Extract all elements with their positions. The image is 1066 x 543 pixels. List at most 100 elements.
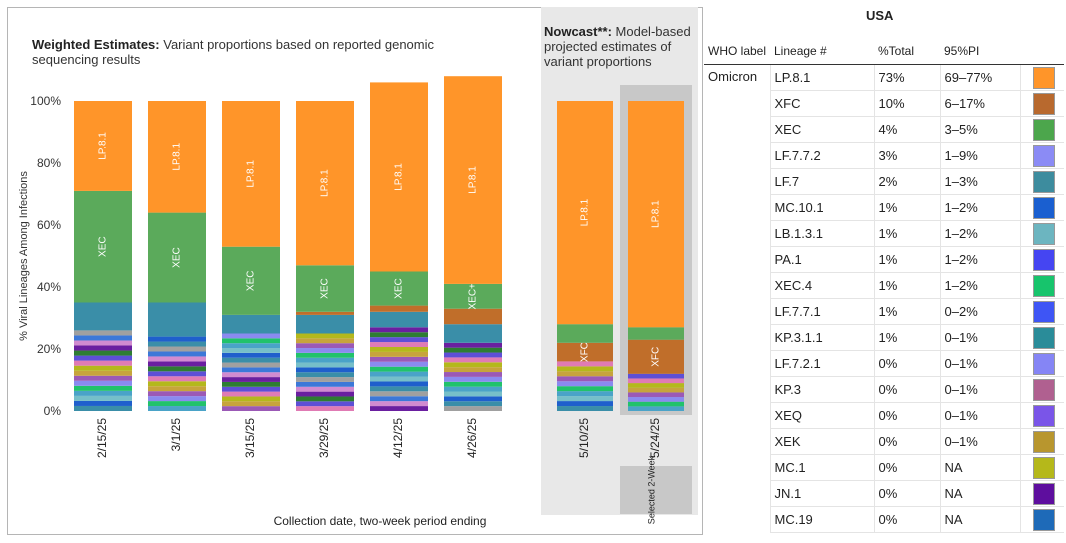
pi-cell: 0–1% (939, 428, 1020, 455)
bar-segment-other (370, 386, 428, 392)
bar-segment-other (148, 396, 206, 402)
bar-segment-other (628, 373, 684, 379)
color-swatch-cell (1019, 350, 1064, 377)
x-tick-label: 4/12/25 (391, 418, 405, 458)
data-label: XEC (246, 271, 257, 292)
bar-segment-other (444, 396, 502, 402)
bar-segment-other (557, 386, 613, 392)
table-row[interactable]: MC.1 0% NA (704, 454, 1064, 481)
bar-segment-other (296, 333, 354, 339)
bar-segment-other (222, 391, 280, 397)
bar-segment-other (148, 346, 206, 352)
bar-segment-other (557, 406, 613, 411)
lineage-cell: LF.7.7.1 (769, 298, 874, 325)
total-cell: 4% (873, 116, 940, 143)
bar-segment-other (370, 406, 428, 411)
bar-segment-xec (557, 324, 613, 343)
color-swatch (1033, 300, 1056, 323)
bar-segment-other (148, 336, 206, 342)
color-swatch-cell (1019, 220, 1064, 247)
bar-segment-other (370, 327, 428, 333)
bar-segment-other (370, 401, 428, 407)
bar-segment-other (370, 381, 428, 387)
bar-segment-other (444, 376, 502, 382)
total-cell: 0% (873, 506, 940, 533)
y-tick-label: 80% (37, 156, 61, 170)
table-row[interactable]: LF.7 2% 1–3% (704, 168, 1064, 195)
bar-segment-lf-7 (74, 302, 132, 331)
color-swatch (1033, 144, 1056, 167)
table-row[interactable]: LB.1.3.1 1% 1–2% (704, 220, 1064, 247)
who-label-cell: Omicron (708, 69, 758, 84)
bar-segment-other (74, 355, 132, 361)
table-row[interactable]: XFC 10% 6–17% (704, 90, 1064, 117)
bar-segment-other (74, 365, 132, 371)
table-row[interactable]: XEK 0% 0–1% (704, 428, 1064, 455)
color-swatch (1033, 352, 1056, 375)
bar-segment-other (557, 366, 613, 372)
selected-period-label-box[interactable] (620, 466, 692, 514)
total-cell: 10% (873, 90, 940, 117)
table-row[interactable]: MC.10.1 1% 1–2% (704, 194, 1064, 221)
bar-segment-other (296, 357, 354, 363)
data-label: LP.8.1 (468, 166, 479, 194)
table-row[interactable]: LF.7.7.1 1% 0–2% (704, 298, 1064, 325)
pi-cell: 69–77% (939, 64, 1020, 91)
bar-segment-xec (370, 271, 428, 306)
lineage-cell: MC.1 (769, 454, 874, 481)
color-swatch (1033, 326, 1056, 349)
total-cell: 0% (873, 454, 940, 481)
bar-segment-other (74, 345, 132, 351)
data-label: LP.8.1 (98, 132, 109, 160)
table-row[interactable]: KP.3 0% 0–1% (704, 376, 1064, 403)
bar-segment-other (296, 391, 354, 397)
color-swatch (1033, 378, 1056, 401)
lineage-cell: LP.8.1 (769, 64, 874, 91)
total-cell: 73% (873, 64, 940, 91)
bar-segment-lf-7 (370, 311, 428, 328)
bar-segment-other (628, 378, 684, 384)
bar-segment-other (370, 391, 428, 397)
color-swatch-cell (1019, 168, 1064, 195)
bar-segment-other (74, 360, 132, 366)
y-tick-label: 20% (37, 342, 61, 356)
total-cell: 0% (873, 402, 940, 429)
color-swatch-cell (1019, 142, 1064, 169)
table-row[interactable]: LF.7.7.2 3% 1–9% (704, 142, 1064, 169)
bar-segment-other (444, 362, 502, 368)
table-row[interactable]: Omicron LP.8.1 73% 69–77% (704, 64, 1064, 91)
bar-segment-xfc (628, 339, 684, 374)
bar-segment-lf-7 (222, 314, 280, 334)
table-row[interactable]: KP.3.1.1 1% 0–1% (704, 324, 1064, 351)
bar-segment-other (370, 361, 428, 367)
table-row[interactable]: XEQ 0% 0–1% (704, 402, 1064, 429)
bar-segment-other (148, 401, 206, 407)
color-swatch-cell (1019, 194, 1064, 221)
x-tick-label: 3/15/25 (243, 418, 257, 458)
color-swatch (1033, 274, 1056, 297)
header-total: %Total (874, 38, 940, 65)
table-title: USA (866, 8, 894, 23)
lineage-cell: PA.1 (769, 246, 874, 273)
table-row[interactable]: MC.19 0% NA (704, 506, 1064, 533)
bar-segment-other (222, 377, 280, 382)
table-row[interactable]: LF.7.2.1 0% 0–1% (704, 350, 1064, 377)
bar-segment-lp-8-1 (74, 101, 132, 191)
bar-segment-other (222, 338, 280, 344)
lineage-cell: XFC (769, 90, 874, 117)
color-swatch (1033, 92, 1056, 115)
pi-cell: 1–2% (939, 272, 1020, 299)
table-header-row: WHO label Lineage # %Total 95%PI (704, 38, 1064, 65)
bar-segment-other (74, 400, 132, 406)
table-row[interactable]: PA.1 1% 1–2% (704, 246, 1064, 273)
table-row[interactable]: JN.1 0% NA (704, 480, 1064, 507)
bar-segment-other (296, 362, 354, 368)
total-cell: 1% (873, 272, 940, 299)
total-cell: 0% (873, 428, 940, 455)
table-row[interactable]: XEC.4 1% 1–2% (704, 272, 1064, 299)
table-row[interactable]: XEC 4% 3–5% (704, 116, 1064, 143)
x-tick-label: 4/26/25 (465, 418, 479, 458)
bar-segment-other (628, 383, 684, 388)
color-swatch (1033, 508, 1056, 531)
bar-segment-other (370, 332, 428, 338)
